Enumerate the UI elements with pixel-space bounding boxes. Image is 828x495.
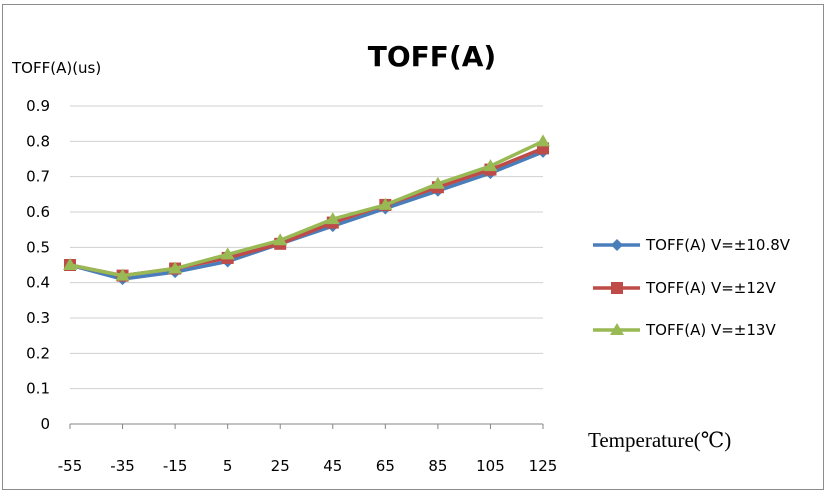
data-point [220, 247, 235, 260]
data-point [168, 261, 183, 274]
legend-label: TOFF(A) V=±13V [645, 321, 776, 339]
x-tick-label: 105 [476, 457, 505, 475]
x-tick-label: 65 [376, 457, 395, 475]
legend-label: TOFF(A) V=±10.8V [645, 236, 791, 254]
x-tick-label: 85 [428, 457, 447, 475]
y-tick-label: 0.3 [26, 309, 50, 327]
y-tick-label: 0.8 [26, 132, 50, 150]
x-axis-label: Temperature(℃) [588, 428, 731, 452]
data-point [63, 258, 77, 270]
series-3 [63, 134, 550, 281]
y-tick-label: 0.4 [26, 274, 50, 292]
legend-label: TOFF(A) V=±12V [645, 279, 776, 297]
y-tick-label: 0.9 [26, 97, 50, 115]
chart-title: TOFF(A) [368, 40, 496, 73]
y-tick-label: 0.1 [26, 380, 50, 398]
data-point [483, 159, 498, 172]
series-1 [64, 145, 549, 286]
data-point [536, 134, 550, 147]
y-axis-label: TOFF(A)(us) [11, 59, 101, 77]
y-tick-label: 0.7 [26, 168, 50, 186]
legend-item: TOFF(A) V=±12V [593, 279, 776, 297]
x-tick-label: -35 [110, 457, 135, 475]
y-tick-label: 0.5 [26, 238, 50, 256]
legend-marker [610, 323, 624, 335]
y-tick-label: 0.6 [26, 203, 50, 221]
x-tick-label: -15 [163, 457, 188, 475]
legend-marker [611, 282, 623, 294]
x-tick-label: 125 [529, 457, 558, 475]
x-tick-label: 45 [323, 457, 342, 475]
y-tick-label: 0.2 [26, 344, 50, 362]
x-tick-label: -55 [58, 457, 83, 475]
data-point [430, 176, 445, 189]
x-tick-label: 25 [271, 457, 290, 475]
x-tick-label: 5 [223, 457, 233, 475]
legend-item: TOFF(A) V=±10.8V [593, 236, 791, 254]
y-tick-label: 0 [40, 415, 50, 433]
data-point [378, 197, 393, 210]
data-point [325, 212, 340, 225]
data-point [115, 268, 130, 281]
legend-marker [611, 239, 623, 251]
legend-item: TOFF(A) V=±13V [593, 321, 776, 339]
data-point [273, 233, 288, 246]
series-line [69, 139, 544, 278]
